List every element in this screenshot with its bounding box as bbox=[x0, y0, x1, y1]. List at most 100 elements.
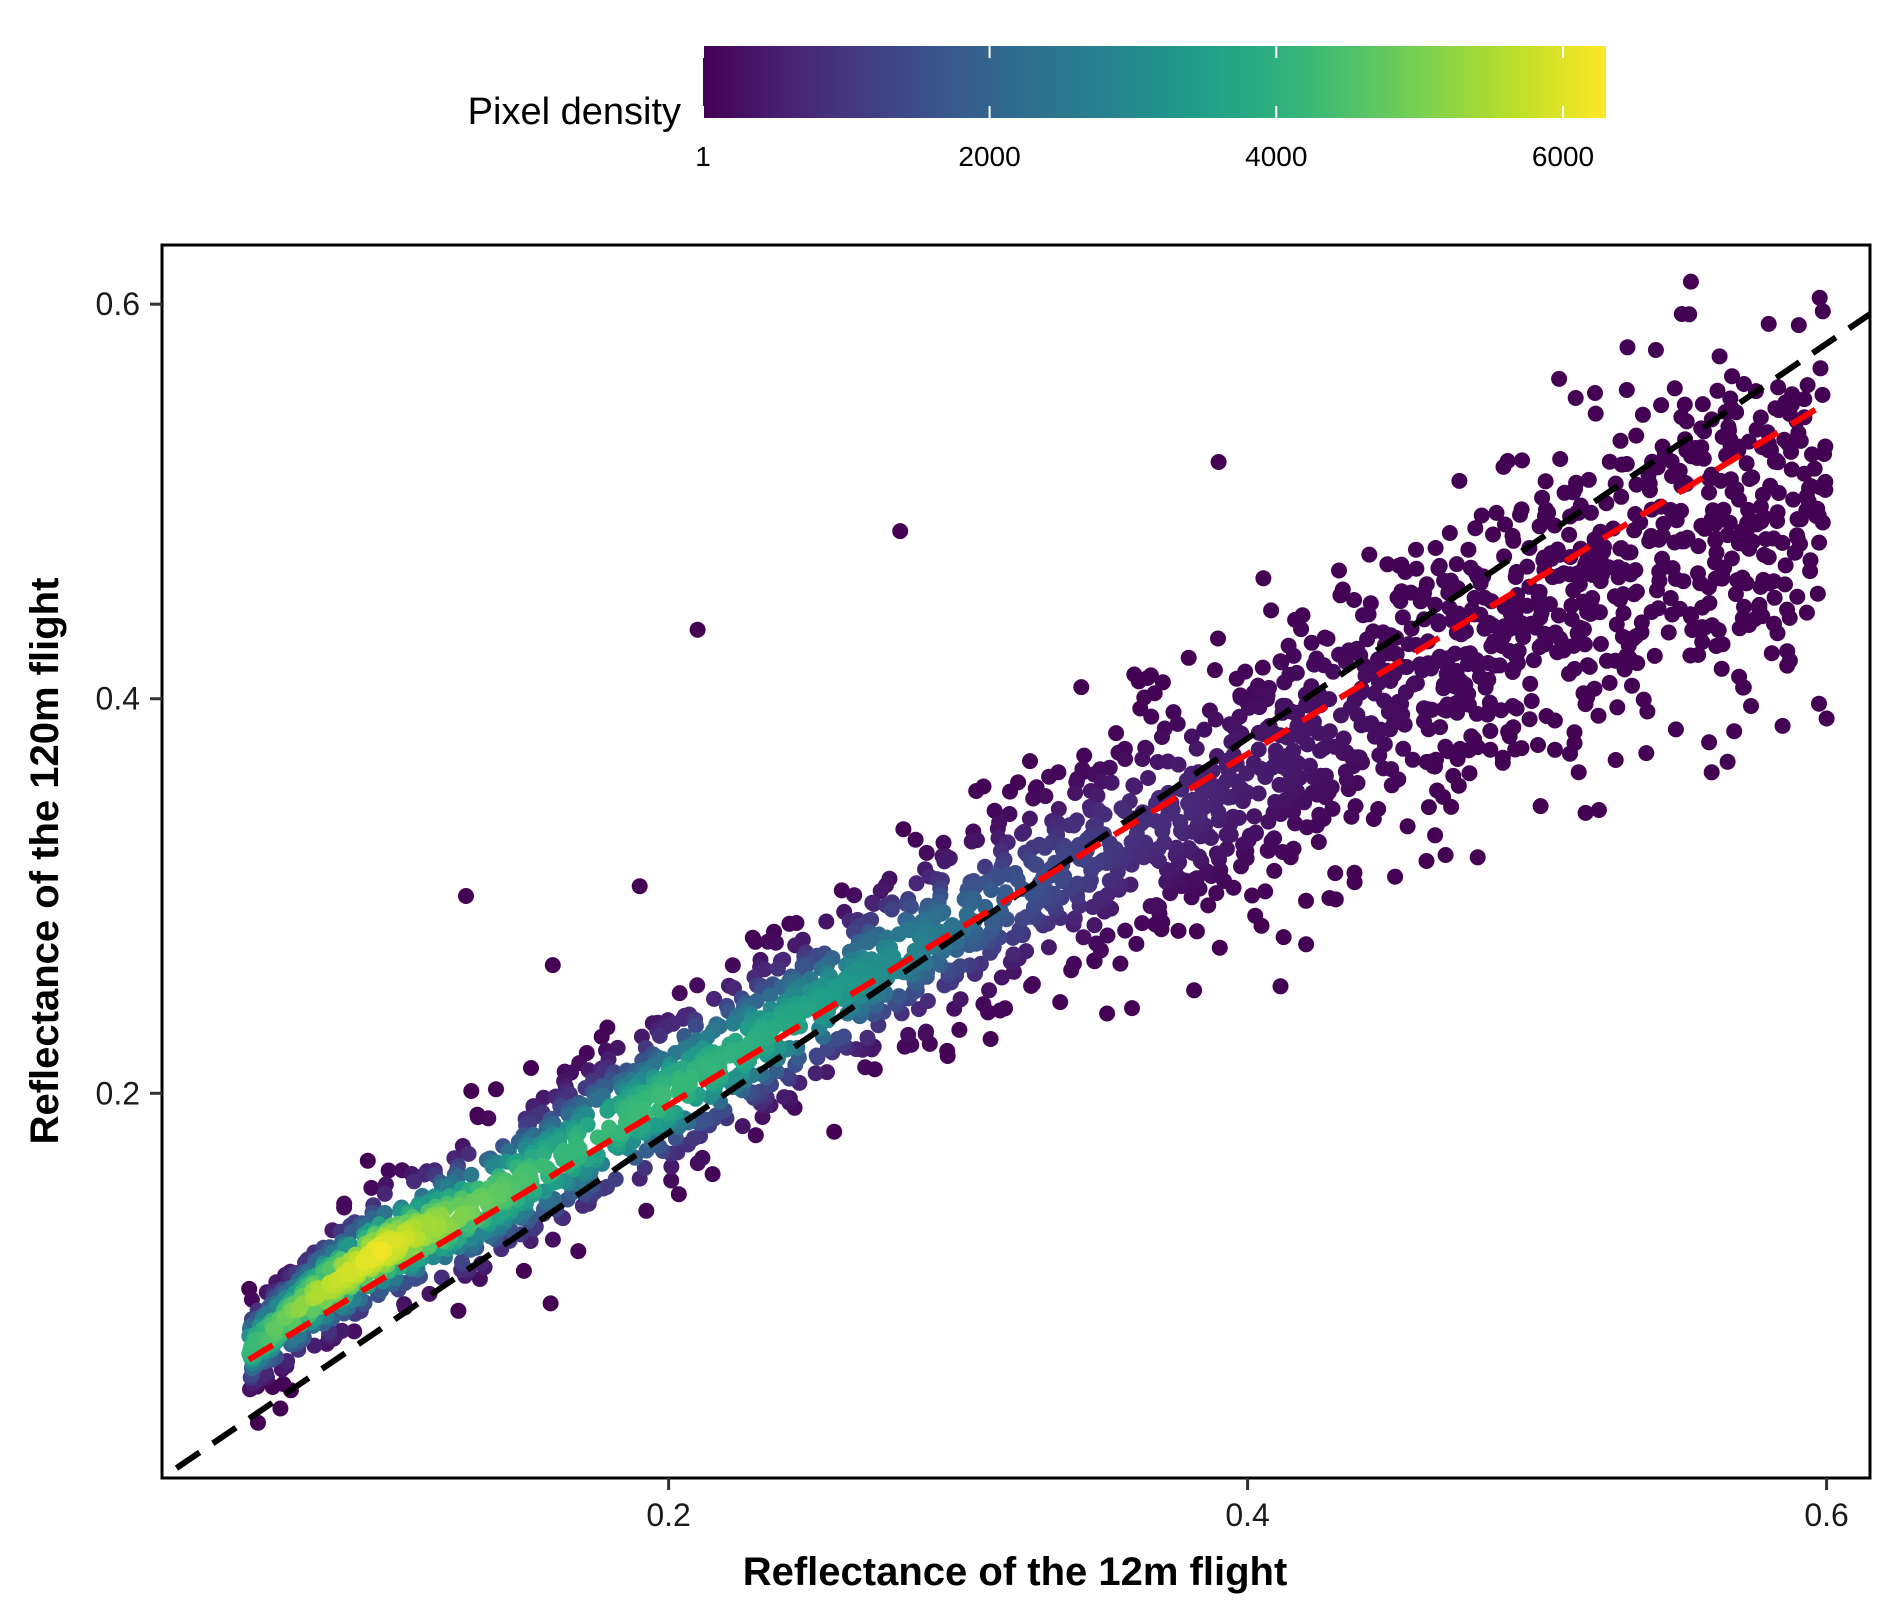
scatter-point bbox=[1014, 911, 1031, 928]
scatter-point bbox=[1154, 674, 1171, 691]
scatter-point bbox=[1612, 432, 1629, 449]
scatter-point bbox=[388, 1233, 405, 1250]
scatter-point bbox=[359, 1152, 376, 1169]
scatter-point bbox=[892, 523, 909, 540]
scatter-point bbox=[1483, 638, 1500, 655]
scatter-point bbox=[460, 1145, 477, 1162]
scatter-point bbox=[1453, 626, 1470, 643]
scatter-point bbox=[1751, 596, 1768, 613]
scatter-point bbox=[1515, 629, 1532, 646]
scatter-point bbox=[1361, 546, 1378, 563]
scatter-point bbox=[1776, 431, 1793, 448]
scatter-point bbox=[1660, 624, 1677, 641]
scatter-point bbox=[1495, 458, 1512, 475]
scatter-point bbox=[1154, 729, 1170, 745]
scatter-point bbox=[1299, 819, 1315, 836]
scatter-point bbox=[1018, 943, 1035, 960]
scatter-point bbox=[1337, 763, 1354, 780]
scatter-point bbox=[1088, 935, 1105, 952]
scatter-point bbox=[1210, 630, 1226, 647]
scatter-point bbox=[1565, 582, 1582, 599]
scatter-point bbox=[1667, 721, 1684, 738]
scatter-point bbox=[1170, 922, 1187, 939]
scatter-point bbox=[1690, 565, 1706, 582]
scatter-point bbox=[918, 1023, 935, 1040]
scatter-point bbox=[1735, 376, 1752, 392]
scatter-point bbox=[1298, 892, 1314, 909]
scatter-point bbox=[1701, 471, 1718, 487]
scatter-point bbox=[906, 942, 923, 959]
y-tick-label: 0.4 bbox=[96, 681, 140, 717]
scatter-point bbox=[1666, 380, 1683, 397]
scatter-point bbox=[1188, 740, 1205, 757]
scatter-point bbox=[336, 1199, 353, 1216]
scatter-point bbox=[1461, 765, 1478, 782]
scatter-point bbox=[1654, 550, 1671, 567]
scatter-point bbox=[1816, 446, 1833, 462]
scatter-point bbox=[1463, 728, 1480, 745]
scatter-point bbox=[767, 934, 784, 951]
scatter-point bbox=[1785, 491, 1802, 508]
scatter-point bbox=[1730, 442, 1747, 459]
scatter-point bbox=[1005, 946, 1022, 963]
scatter-point bbox=[1134, 751, 1151, 767]
scatter-point bbox=[1612, 540, 1629, 557]
reference-lines bbox=[174, 311, 1872, 1471]
scatter-point bbox=[376, 1185, 393, 1202]
scatter-point bbox=[1512, 506, 1528, 523]
scatter-point bbox=[1451, 472, 1468, 489]
scatter-point bbox=[865, 895, 882, 912]
scatter-point bbox=[1628, 476, 1645, 493]
scatter-point bbox=[599, 1102, 616, 1119]
scatter-point bbox=[1210, 454, 1227, 470]
scatter-point bbox=[1416, 713, 1432, 730]
scatter-point bbox=[1415, 700, 1432, 717]
scatter-point bbox=[1673, 306, 1690, 322]
scatter-point bbox=[1134, 915, 1151, 932]
scatter-point bbox=[1333, 707, 1349, 724]
scatter-point bbox=[1127, 778, 1144, 795]
scatter-point bbox=[1014, 825, 1030, 842]
scatter-point bbox=[1414, 662, 1431, 679]
scatter-point bbox=[671, 985, 688, 1002]
scatter-point bbox=[511, 1169, 528, 1186]
scatter-point bbox=[1488, 504, 1505, 521]
scatter-point bbox=[406, 1173, 422, 1190]
scatter-point bbox=[1682, 647, 1699, 664]
scatter-point bbox=[1777, 557, 1794, 574]
scatter-point bbox=[272, 1400, 289, 1417]
scatter-point bbox=[1208, 885, 1225, 902]
scatter-point bbox=[1429, 782, 1446, 799]
x-axis-title: Reflectance of the 12m flight bbox=[743, 1550, 1288, 1594]
scatter-point bbox=[1285, 647, 1302, 664]
scatter-point bbox=[1646, 647, 1663, 664]
scatter-point bbox=[1638, 745, 1655, 762]
scatter-point bbox=[1207, 711, 1224, 728]
scatter-point bbox=[1142, 898, 1159, 915]
scatter-points bbox=[241, 273, 1835, 1431]
scatter-point bbox=[422, 1215, 439, 1232]
scatter-point bbox=[1273, 654, 1290, 671]
legend-tick-label: 4000 bbox=[1245, 141, 1307, 172]
scatter-point bbox=[1399, 818, 1416, 835]
scatter-point bbox=[570, 1243, 587, 1260]
scatter-point bbox=[1267, 793, 1284, 810]
scatter-point bbox=[1206, 662, 1223, 679]
legend-tick-label: 2000 bbox=[958, 141, 1020, 172]
scatter-point bbox=[1507, 741, 1524, 758]
scatter-point bbox=[1790, 317, 1807, 334]
scatter-point bbox=[969, 832, 985, 849]
scatter-point bbox=[1814, 303, 1831, 320]
scatter-point bbox=[1694, 599, 1711, 616]
scatter-point bbox=[1139, 670, 1156, 686]
scatter-point bbox=[1473, 507, 1490, 524]
scatter-point bbox=[1789, 527, 1805, 544]
scatter-point bbox=[1570, 764, 1587, 781]
scatter-point bbox=[895, 821, 912, 838]
scatter-point bbox=[1430, 560, 1447, 577]
scatter-point bbox=[689, 977, 706, 994]
scatter-point bbox=[936, 853, 953, 870]
scatter-point bbox=[1370, 801, 1387, 817]
scatter-point bbox=[1804, 446, 1820, 463]
scatter-point bbox=[1427, 827, 1444, 844]
